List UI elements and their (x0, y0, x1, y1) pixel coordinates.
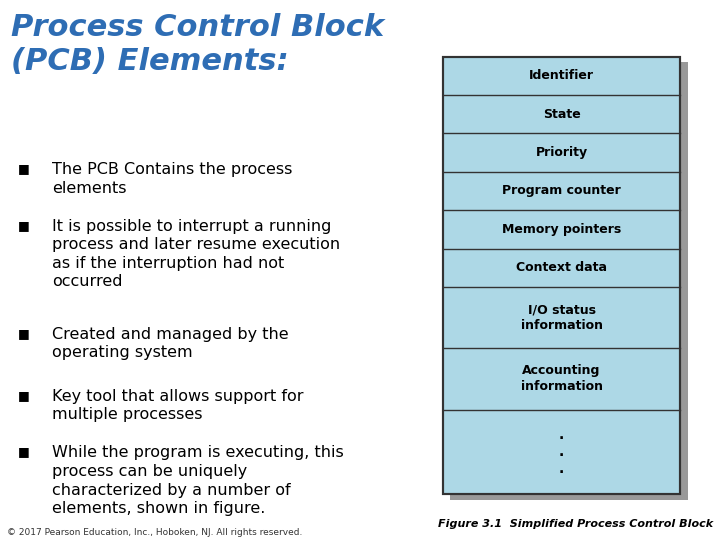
Text: It is possible to interrupt a running
process and later resume execution
as if t: It is possible to interrupt a running pr… (52, 219, 340, 289)
Text: Context data: Context data (516, 261, 607, 274)
Text: The PCB Contains the process
elements: The PCB Contains the process elements (52, 162, 292, 195)
Text: Key tool that allows support for
multiple processes: Key tool that allows support for multipl… (52, 389, 303, 422)
Text: ■: ■ (18, 162, 30, 175)
Text: .
.
.: . . . (559, 428, 564, 476)
Text: ■: ■ (18, 327, 30, 340)
Text: Accounting
information: Accounting information (521, 364, 603, 394)
Bar (450, 62, 688, 500)
Text: Created and managed by the
operating system: Created and managed by the operating sys… (52, 327, 289, 360)
Bar (443, 57, 680, 494)
Text: I/O status
information: I/O status information (521, 303, 603, 332)
Text: ■: ■ (18, 219, 30, 232)
Text: Figure 3.1  Simplified Process Control Block: Figure 3.1 Simplified Process Control Bl… (438, 519, 713, 529)
Text: State: State (543, 108, 580, 121)
Bar (443, 57, 680, 494)
Text: © 2017 Pearson Education, Inc., Hoboken, NJ. All rights reserved.: © 2017 Pearson Education, Inc., Hoboken,… (7, 528, 302, 537)
Text: ■: ■ (18, 446, 30, 458)
Text: Program counter: Program counter (503, 185, 621, 198)
Text: While the program is executing, this
process can be uniquely
characterized by a : While the program is executing, this pro… (52, 446, 343, 516)
Text: Priority: Priority (536, 146, 588, 159)
Text: Process Control Block
(PCB) Elements:: Process Control Block (PCB) Elements: (11, 14, 384, 76)
Text: Memory pointers: Memory pointers (502, 223, 621, 236)
Text: Identifier: Identifier (529, 69, 594, 83)
Text: ■: ■ (18, 389, 30, 402)
